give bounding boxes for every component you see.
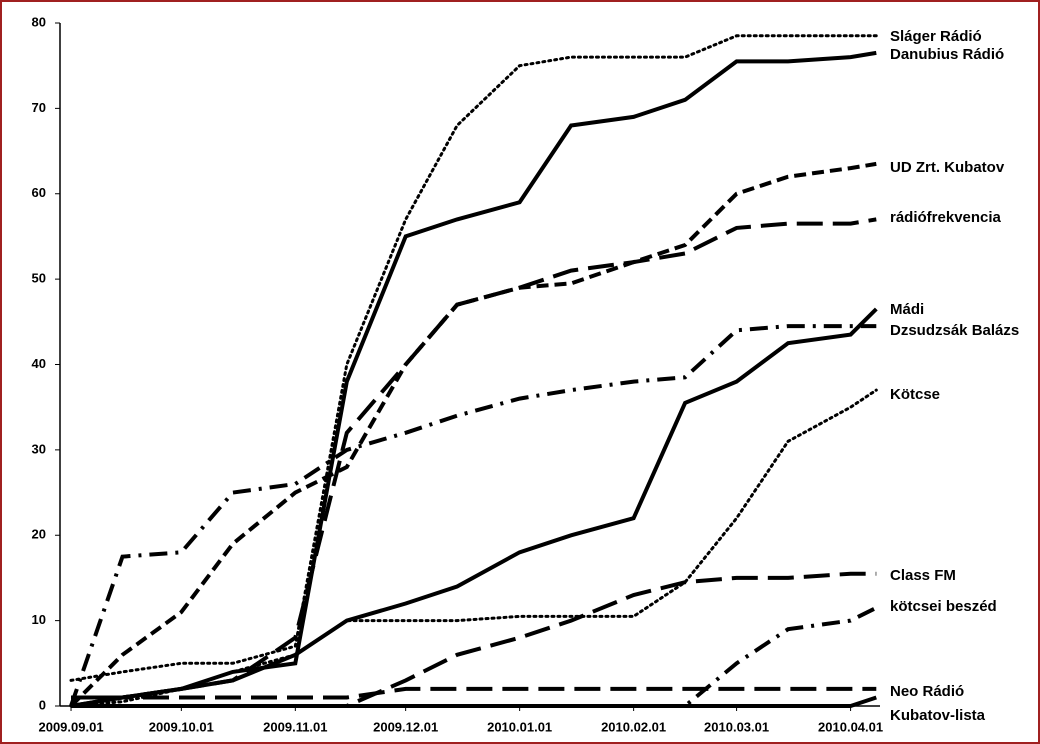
legend-label: Neo Rádió: [890, 683, 964, 700]
series-line: [69, 324, 877, 707]
series-line: [70, 217, 877, 708]
x-tick-label: 2010.04.01: [818, 719, 883, 734]
y-tick-label: 10: [32, 612, 46, 627]
x-tick-label: 2009.11.01: [263, 719, 327, 734]
legend-label: Sláger Rádió: [890, 28, 982, 45]
legend-label: rádiófrekvencia: [890, 209, 1002, 226]
y-tick-label: 30: [32, 441, 46, 456]
series-line: [71, 695, 877, 708]
series-line: [71, 686, 877, 700]
y-tick-label: 80: [32, 14, 46, 29]
x-tick-label: 2010.03.01: [704, 719, 769, 734]
y-tick-label: 0: [39, 697, 46, 712]
series-line: [71, 307, 878, 700]
legend-label: Dzsudzsák Balázs: [890, 322, 1019, 339]
legend-label: Class FM: [890, 567, 956, 584]
legend-label: Danubius Rádió: [890, 46, 1004, 63]
y-tick-label: 20: [32, 527, 46, 542]
series-line: [69, 388, 878, 708]
series-line: [69, 34, 878, 682]
legend-label: kötcsei beszéd: [890, 598, 997, 615]
y-tick-label: 70: [32, 100, 46, 115]
x-tick-label: 2009.12.01: [373, 719, 438, 734]
legend-label: Mádi: [890, 301, 924, 318]
x-tick-label: 2010.01.01: [487, 719, 552, 734]
x-tick-label: 2009.10.01: [149, 719, 214, 734]
y-tick-label: 60: [32, 185, 46, 200]
x-tick-label: 2010.02.01: [601, 719, 666, 734]
legend-label: Kötcse: [890, 386, 940, 403]
y-tick-label: 50: [32, 271, 46, 286]
legend-label: UD Zrt. Kubatov: [890, 159, 1005, 176]
legend-label: Kubatov-lista: [890, 707, 986, 724]
y-tick-label: 40: [32, 356, 46, 371]
x-tick-label: 2009.09.01: [38, 719, 103, 734]
